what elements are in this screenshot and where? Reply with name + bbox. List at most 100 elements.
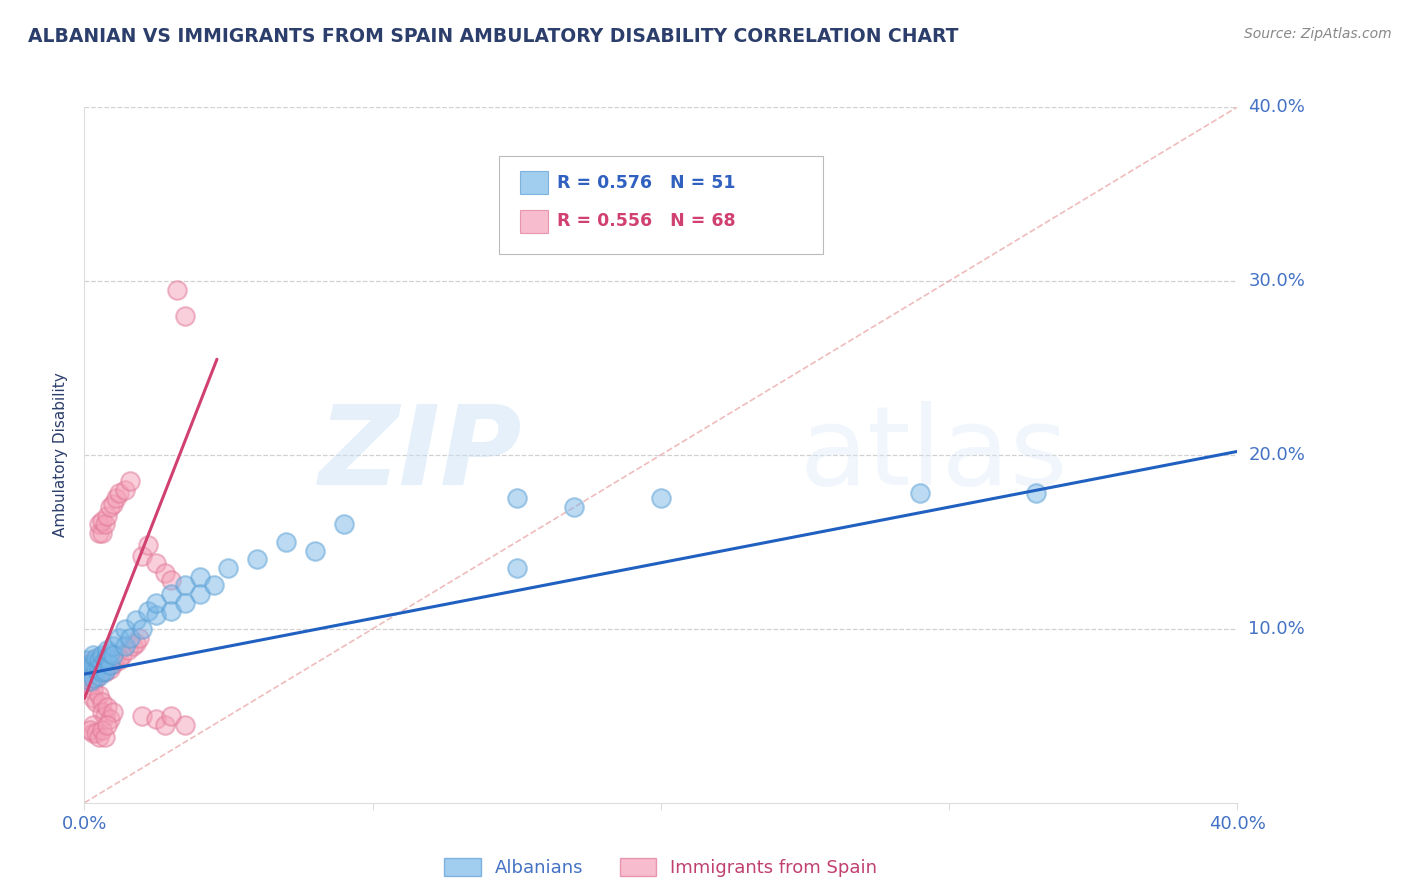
Point — [82, 726, 104, 740]
Point — [84, 660, 107, 674]
Text: ZIP: ZIP — [319, 401, 523, 508]
Text: R = 0.576   N = 51: R = 0.576 N = 51 — [557, 174, 735, 192]
Point — [908, 486, 931, 500]
Point — [105, 649, 128, 664]
Point — [304, 543, 326, 558]
Point — [108, 653, 131, 667]
Point — [1024, 486, 1046, 500]
Point — [82, 682, 104, 697]
Point — [90, 665, 112, 680]
Point — [188, 587, 211, 601]
Point — [96, 700, 118, 714]
Point — [84, 651, 107, 665]
Point — [82, 653, 104, 667]
Point — [174, 309, 197, 323]
Point — [114, 639, 136, 653]
Point — [79, 657, 101, 671]
Point — [131, 708, 153, 723]
Point — [131, 549, 153, 563]
Point — [90, 723, 112, 737]
Point — [128, 631, 150, 645]
Point — [90, 695, 112, 709]
Text: atlas: atlas — [799, 401, 1067, 508]
Text: ALBANIAN VS IMMIGRANTS FROM SPAIN AMBULATORY DISABILITY CORRELATION CHART: ALBANIAN VS IMMIGRANTS FROM SPAIN AMBULA… — [28, 27, 959, 45]
Point — [87, 688, 110, 702]
Point — [562, 500, 586, 514]
Point — [90, 514, 112, 528]
Point — [145, 556, 167, 570]
Legend: Albanians, Immigrants from Spain: Albanians, Immigrants from Spain — [437, 850, 884, 884]
Point — [114, 622, 136, 636]
Point — [246, 552, 269, 566]
Text: 20.0%: 20.0% — [1249, 446, 1305, 464]
Point — [93, 653, 115, 667]
Point — [76, 671, 98, 685]
Point — [650, 491, 672, 506]
Point — [82, 691, 104, 706]
Point — [90, 706, 112, 720]
Point — [98, 653, 121, 667]
Point — [274, 534, 298, 549]
Point — [79, 665, 101, 680]
Point — [79, 723, 101, 737]
Point — [90, 657, 112, 671]
Point — [122, 639, 145, 653]
Point — [84, 662, 107, 676]
Point — [87, 653, 110, 667]
Point — [120, 474, 142, 488]
Point — [120, 631, 142, 645]
Point — [103, 497, 124, 511]
Point — [217, 561, 239, 575]
Point — [76, 660, 98, 674]
Point — [202, 578, 225, 592]
Point — [160, 708, 183, 723]
Point — [131, 622, 153, 636]
Point — [87, 517, 110, 532]
Text: 40.0%: 40.0% — [1249, 98, 1305, 116]
Point — [160, 605, 183, 619]
Point — [87, 730, 110, 744]
Point — [103, 653, 124, 667]
Point — [108, 486, 131, 500]
Point — [145, 607, 167, 622]
Point — [84, 695, 107, 709]
Point — [82, 671, 104, 685]
Point — [96, 642, 118, 657]
Point — [98, 662, 121, 676]
Point — [103, 639, 124, 653]
Y-axis label: Ambulatory Disability: Ambulatory Disability — [53, 373, 69, 537]
Text: 10.0%: 10.0% — [1249, 620, 1305, 638]
Point — [84, 671, 107, 685]
Point — [90, 526, 112, 541]
Point — [174, 596, 197, 610]
Point — [96, 658, 118, 673]
Point — [114, 483, 136, 497]
Point — [160, 573, 183, 587]
Point — [76, 660, 98, 674]
Point — [98, 500, 121, 514]
Point — [153, 717, 176, 731]
Point — [93, 708, 115, 723]
Point — [84, 726, 107, 740]
Point — [174, 578, 197, 592]
Point — [103, 648, 124, 662]
Point — [90, 653, 112, 667]
Point — [117, 642, 139, 657]
Point — [103, 706, 124, 720]
Point — [79, 665, 101, 680]
Point — [90, 660, 112, 674]
Point — [160, 587, 183, 601]
Point — [82, 648, 104, 662]
Point — [166, 283, 188, 297]
Point — [108, 631, 131, 645]
Point — [111, 648, 134, 662]
Point — [96, 717, 118, 731]
Point — [93, 517, 115, 532]
Point — [125, 613, 148, 627]
Point — [79, 677, 101, 691]
Point — [506, 561, 529, 575]
Point — [82, 674, 104, 689]
Point — [98, 646, 121, 660]
Point — [174, 717, 197, 731]
Point — [506, 491, 529, 506]
